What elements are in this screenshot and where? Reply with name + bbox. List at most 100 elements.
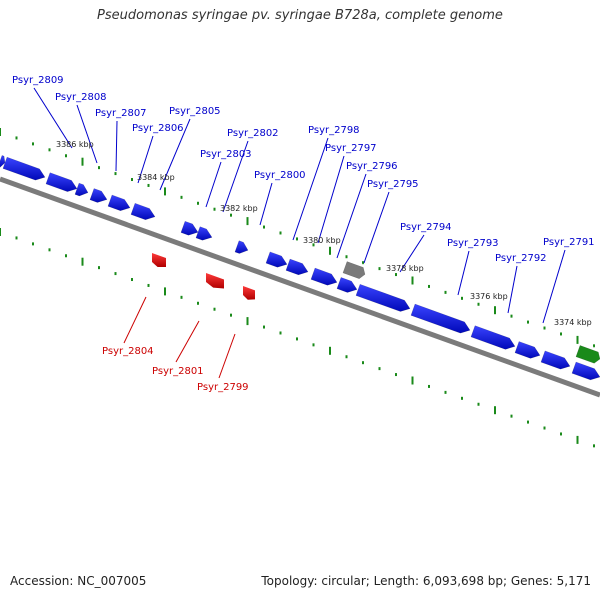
forward-gene-label: Psyr_2795 (367, 179, 419, 190)
scale-label: 3382 kbp (220, 204, 258, 213)
forward-gene-label: Psyr_2794 (400, 222, 452, 233)
forward-gene-label: Psyr_2796 (346, 161, 398, 172)
forward-gene-arrow (410, 303, 471, 334)
forward-gene-arrow-bevel (79, 180, 86, 185)
forward-gene-arrow (130, 202, 156, 220)
tick-marks (0, 128, 595, 448)
other-gene-arrow-bevel (347, 258, 366, 268)
forward-gene-label: Psyr_2798 (308, 125, 360, 136)
reverse-label-leader (218, 333, 236, 379)
forward-gene-label: Psyr_2805 (169, 106, 221, 117)
forward-gene-arrow (265, 251, 288, 268)
forward-gene-arrow (2, 156, 46, 181)
gene-labels: Psyr_2809 Psyr_2808 Psyr_2807 Psyr_2806 Psyr… (12, 75, 595, 393)
forward-gene-label: Psyr_2797 (325, 143, 377, 154)
forward-gene-label: Psyr_2802 (227, 128, 279, 139)
forward-gene-arrow (336, 277, 358, 293)
forward-gene-arrow (89, 188, 108, 203)
reverse-gene-label: Psyr_2804 (102, 346, 154, 357)
forward-gene-label: Psyr_2806 (132, 123, 184, 134)
forward-gene-arrow-bevel (135, 200, 152, 209)
scale-label: 3374 kbp (554, 318, 592, 327)
forward-gene-label: Psyr_2793 (447, 238, 499, 249)
forward-gene-arrow (310, 267, 338, 286)
gene-features (0, 152, 600, 381)
forward-gene-arrow (195, 226, 213, 241)
forward-gene-arrow (45, 172, 78, 192)
forward-gene-label: Psyr_2807 (95, 108, 147, 119)
scale-label: 3386 kbp (56, 140, 94, 149)
forward-label-leader (542, 249, 566, 324)
forward-gene-arrow-bevel (290, 256, 305, 264)
forward-label-leader (222, 140, 249, 213)
rna-gene-arrow (575, 345, 600, 364)
forward-gene-label: Psyr_2809 (12, 75, 64, 86)
forward-label-leader (507, 265, 518, 314)
forward-gene-arrow-bevel (545, 347, 567, 358)
forward-label-leader (363, 191, 390, 264)
accession-text: Accession: NC_007005 (10, 574, 147, 588)
forward-label-leader (159, 118, 191, 191)
scale-label: 3384 kbp (137, 173, 175, 182)
forward-label-leader (292, 137, 329, 241)
forward-gene-arrow-bevel (50, 169, 74, 181)
scale-labels: 3386 kbp 3384 kbp 3382 kbp 3380 kbp 3378 kbp… (56, 140, 592, 327)
label-leaders (33, 87, 566, 379)
forward-gene-arrow (470, 325, 516, 350)
forward-gene-arrow-bevel (519, 338, 537, 348)
forward-gene-label: Psyr_2800 (254, 170, 306, 181)
forward-gene-arrow-bevel (2, 152, 7, 157)
forward-label-leader (115, 120, 118, 172)
scale-label: 3376 kbp (470, 292, 508, 301)
forward-gene-arrow-bevel (7, 154, 42, 169)
forward-label-leader (457, 250, 470, 296)
forward-label-leader (205, 161, 222, 208)
reverse-gene-label: Psyr_2801 (152, 366, 204, 377)
forward-gene-arrow (285, 258, 309, 276)
other-gene-arrow (342, 261, 366, 279)
forward-gene-arrow (355, 283, 411, 312)
forward-label-leader (399, 234, 425, 273)
reverse-gene-arrow (243, 286, 255, 300)
forward-label-leader (33, 87, 73, 149)
forward-label-leader (317, 155, 345, 244)
forward-gene-arrow-bevel (576, 358, 597, 369)
forward-gene-arrow-bevel (360, 281, 407, 301)
forward-gene-arrow-bevel (239, 237, 246, 243)
forward-label-leader (137, 135, 154, 184)
forward-gene-label: Psyr_2791 (543, 237, 595, 248)
forward-gene-arrow-bevel (315, 265, 334, 274)
scale-label: 3378 kbp (386, 264, 424, 273)
backbone-line (0, 176, 600, 398)
rna-gene-arrow-bevel (580, 342, 600, 352)
forward-gene-arrow (514, 341, 541, 359)
forward-gene-arrow-bevel (341, 274, 354, 282)
forward-gene-arrow-bevel (415, 301, 467, 322)
forward-gene-arrow-bevel (94, 185, 104, 192)
forward-label-leader (76, 104, 98, 164)
scale-label: 3380 kbp (303, 236, 341, 245)
forward-gene-arrow-bevel (112, 191, 127, 200)
forward-label-leader (336, 173, 367, 259)
reverse-gene-arrow (152, 253, 166, 268)
forward-gene-arrow (180, 220, 199, 236)
reverse-gene-label: Psyr_2799 (197, 382, 249, 393)
forward-gene-label: Psyr_2792 (495, 253, 547, 264)
forward-gene-arrow (540, 350, 571, 370)
genome-summary-text: Topology: circular; Length: 6,093,698 bp… (261, 574, 591, 588)
forward-gene-arrow-bevel (475, 322, 512, 339)
reverse-label-leader (175, 320, 200, 363)
forward-gene-arrow (0, 155, 6, 168)
forward-gene-arrow-bevel (270, 248, 284, 256)
reverse-gene-arrow (206, 273, 224, 289)
forward-gene-label: Psyr_2803 (200, 149, 252, 160)
forward-gene-arrow-bevel (200, 223, 209, 229)
forward-gene-arrow (74, 182, 89, 197)
forward-gene-arrow (571, 361, 600, 381)
forward-label-leader (259, 182, 273, 226)
forward-gene-arrow (107, 194, 131, 211)
forward-gene-arrow (234, 240, 249, 254)
forward-gene-label: Psyr_2808 (55, 92, 107, 103)
forward-gene-arrow-bevel (185, 218, 195, 224)
